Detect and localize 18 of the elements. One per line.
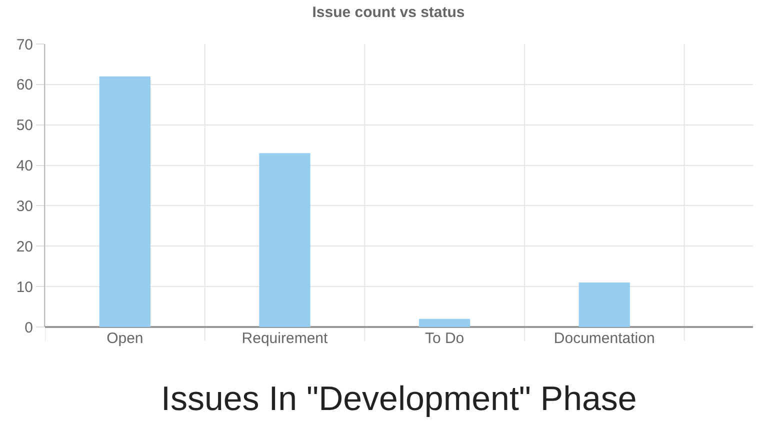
y-tick-label: 40	[16, 158, 33, 175]
y-tick-label: 70	[16, 36, 33, 54]
y-tick-label: 60	[16, 76, 33, 94]
x-tick-label: Documentation	[554, 330, 655, 347]
x-tick-label: To Do	[424, 330, 464, 347]
y-tick-label: 20	[16, 238, 33, 256]
text: Issues In "Development" Phase	[161, 380, 637, 418]
y-tick-label: 10	[16, 278, 33, 296]
bar	[99, 76, 150, 327]
chart-title: Issue count vs status	[312, 4, 465, 22]
y-tick-label: 50	[16, 117, 33, 134]
y-tick-label: 30	[16, 198, 33, 215]
y-tick-label: 0	[24, 319, 33, 336]
x-tick-label: Requirement	[242, 330, 328, 347]
x-tick-label: Open	[106, 330, 144, 347]
bar	[578, 282, 630, 327]
bar	[259, 153, 310, 327]
bar	[418, 318, 470, 327]
